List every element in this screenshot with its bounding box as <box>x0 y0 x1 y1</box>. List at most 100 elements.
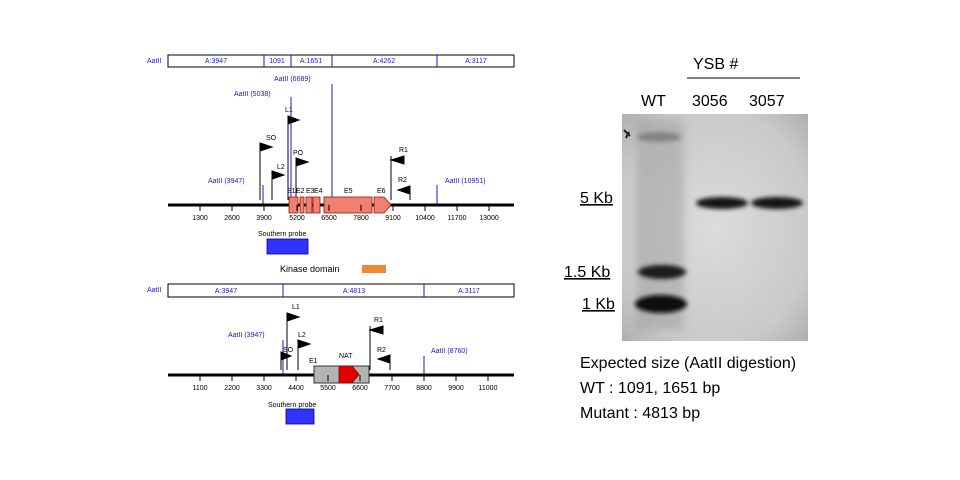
bottom-fragment-bar <box>167 283 515 298</box>
wt-lane-smear <box>636 120 684 330</box>
bottom-site-8760: AatII (8760) <box>431 348 468 355</box>
top-exon-e3 <box>305 196 313 214</box>
top-tick-10: 13000 <box>479 215 499 222</box>
bottom-primer-l1-flag <box>286 312 301 322</box>
top-tick-6: 7800 <box>353 215 369 222</box>
marker-1-5kb: 1.5 Kb <box>564 264 610 281</box>
top-primer-l1: L1 <box>285 107 293 114</box>
bottom-primer-so: SO <box>283 347 294 354</box>
lane-label-3056: 3056 <box>692 93 728 110</box>
top-primer-l2-flag <box>271 170 286 180</box>
bottom-fragment-1: A:3947 <box>215 288 237 295</box>
top-primer-r2: R2 <box>398 177 407 184</box>
top-exon-e3-label: E3 <box>306 188 315 195</box>
caption-line-1: Expected size (AatII digestion) <box>580 355 796 372</box>
top-primer-so-flag <box>259 142 274 152</box>
bottom-nat-label: NAT <box>339 353 353 360</box>
wt-band-1651 <box>638 265 686 279</box>
bottom-tick-5: 5500 <box>320 385 336 392</box>
bottom-primer-r2-flag <box>376 354 391 364</box>
top-exon-e2-label: E2 <box>296 188 305 195</box>
kinase-domain-bar <box>362 265 386 273</box>
blot-artifact <box>623 129 631 139</box>
bottom-tick-1: 1100 <box>192 385 207 392</box>
top-fragment-3: A:1651 <box>300 58 322 65</box>
bottom-primer-so-flag <box>280 351 293 361</box>
bottom-tick-9: 9900 <box>448 385 464 392</box>
top-fragment-bar <box>167 54 515 68</box>
top-primer-so: SO <box>266 135 277 142</box>
bottom-tick-8: 8800 <box>416 385 432 392</box>
top-site-3947: AatII (3947) <box>208 178 245 185</box>
top-tick-1: 1300 <box>192 215 208 222</box>
lane-label-3057: 3057 <box>749 93 785 110</box>
bottom-exon-e1-label: E1 <box>309 358 318 365</box>
top-site-5038: AatII (5038) <box>234 91 271 98</box>
top-fragment-1: A:3947 <box>205 58 227 65</box>
bottom-tick-2: 2200 <box>224 385 240 392</box>
bottom-southern-probe <box>285 408 315 425</box>
wt-band-1091 <box>635 295 687 313</box>
lane-3057-band <box>751 197 803 209</box>
top-primer-r1: R1 <box>399 147 408 154</box>
caption-line-2: WT : 1091, 1651 bp <box>580 380 720 397</box>
kinase-domain-label: Kinase domain <box>280 264 340 274</box>
top-fragment-2: 1091 <box>269 58 285 65</box>
top-tick-8: 10400 <box>415 215 435 222</box>
bottom-primer-r1: R1 <box>374 317 383 324</box>
top-exon-e5 <box>323 196 373 214</box>
bottom-tick-4: 4400 <box>288 385 304 392</box>
bottom-tick-10: 11000 <box>479 385 498 392</box>
bottom-primer-r2: R2 <box>377 347 386 354</box>
top-primer-r2-flag <box>396 185 411 195</box>
top-fragment-4: A:4262 <box>373 58 395 65</box>
top-tick-3: 3900 <box>256 215 272 222</box>
top-aatii-label: AatII <box>147 58 161 65</box>
top-exon-e1-label: E1 <box>287 188 296 195</box>
top-fragment-5: A:3117 <box>465 58 487 65</box>
caption: Expected size (AatII digestion) WT : 109… <box>580 355 796 422</box>
top-exon-e6 <box>373 196 392 214</box>
top-tick-4: 5200 <box>289 215 305 222</box>
top-primer-po-flag <box>295 157 310 167</box>
top-tick-7: 9100 <box>385 215 401 222</box>
bottom-tick-3: 3300 <box>256 385 272 392</box>
bottom-primer-l1: L1 <box>292 304 300 311</box>
wt-top-band <box>637 132 681 142</box>
bottom-probe-label: Southern probe <box>268 402 316 409</box>
top-site-6689: AatII (6689) <box>274 76 311 83</box>
top-exon-e6-label: E6 <box>377 188 386 195</box>
lane-3056-band <box>696 197 748 209</box>
top-probe-label: Southern probe <box>258 231 306 238</box>
marker-1kb: 1 Kb <box>582 296 615 313</box>
top-primer-r1-flag <box>389 155 405 165</box>
bottom-tick-6: 6600 <box>352 385 368 392</box>
top-primer-po: PO <box>293 150 304 157</box>
caption-line-3: Mutant : 4813 bp <box>580 405 700 422</box>
top-exon-e4-label: E4 <box>314 188 323 195</box>
bottom-fragment-3: A:3117 <box>458 288 480 295</box>
ysb-header: YSB # <box>693 56 738 73</box>
top-primer-l1-flag <box>287 115 301 125</box>
top-exon-e1 <box>288 196 299 214</box>
nat-marker-arrow <box>338 365 360 384</box>
top-exon-e2 <box>299 196 305 214</box>
top-exon-e4 <box>312 196 321 214</box>
bottom-tick-7: 7700 <box>384 385 400 392</box>
marker-5kb: 5 Kb <box>580 190 613 207</box>
bottom-primer-r1-flag <box>368 325 384 335</box>
bottom-aatii-label: AatII <box>147 287 161 294</box>
bottom-primer-l2-flag <box>297 339 312 349</box>
lane-label-wt: WT <box>641 93 666 110</box>
top-primer-l2: L2 <box>277 164 285 171</box>
top-exon-e5-label: E5 <box>344 188 353 195</box>
top-tick-5: 6500 <box>321 215 337 222</box>
bottom-primer-l2: L2 <box>298 332 306 339</box>
bottom-site-3947: AatII (3947) <box>228 332 265 339</box>
southern-blot: YSB # WT 3056 3057 5 Kb 1.5 Kb 1 Kb <box>564 56 808 341</box>
top-site-10951: AatII (10951) <box>445 178 485 185</box>
bottom-fragment-2: A:4813 <box>343 288 365 295</box>
top-tick-2: 2600 <box>224 215 240 222</box>
top-map: AatII A:3947 1091 A:1651 A:4262 A:3117 A… <box>147 54 515 274</box>
